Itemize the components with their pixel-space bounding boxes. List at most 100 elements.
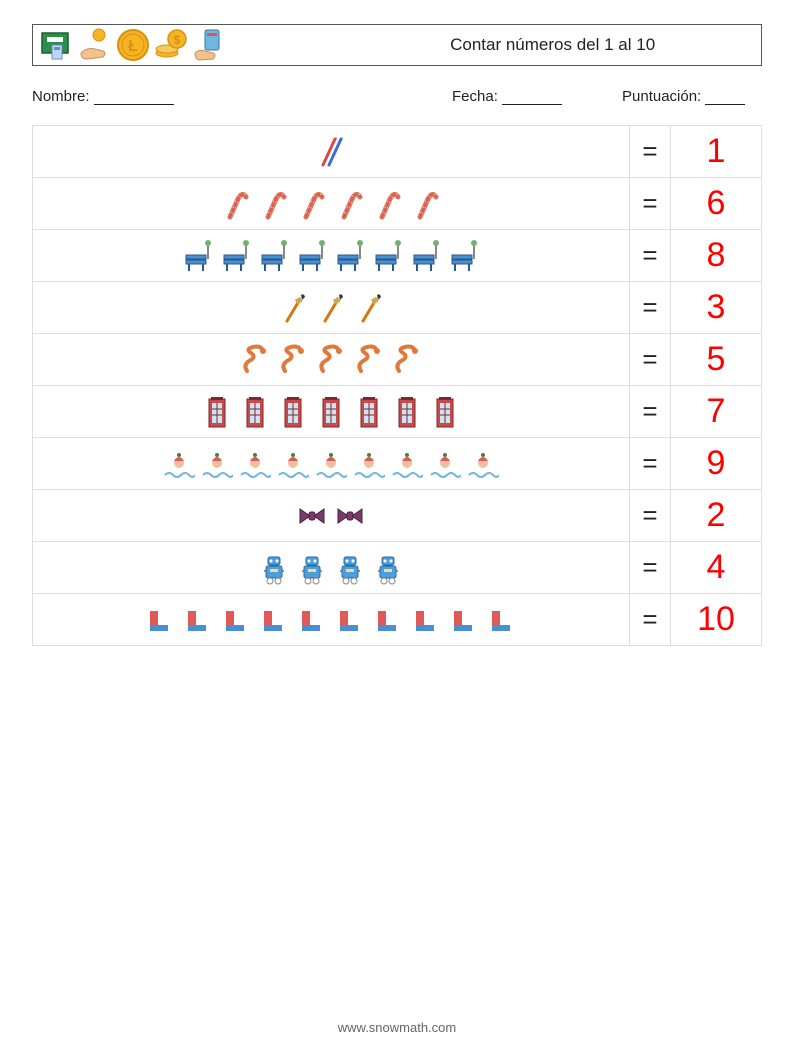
candycane-icon <box>372 187 404 221</box>
phonebooth-icon <box>239 395 271 429</box>
robot-icon <box>372 551 404 585</box>
equals-cell: = <box>629 386 671 437</box>
objects-cell <box>33 239 629 273</box>
answer-cell: 3 <box>671 288 761 327</box>
bench-icon <box>182 239 214 273</box>
equals-cell: = <box>629 282 671 333</box>
info-row: Nombre: Fecha: Puntuación: <box>32 88 762 105</box>
candycane-icon <box>258 187 290 221</box>
equals-cell: = <box>629 126 671 177</box>
answer-cell: 6 <box>671 184 761 223</box>
footer-url: www.snowmath.com <box>0 1020 794 1035</box>
answer-cell: 4 <box>671 548 761 587</box>
equals-cell: = <box>629 594 671 645</box>
objects-cell <box>33 187 629 221</box>
snake-icon <box>353 343 385 377</box>
svg-text:$: $ <box>174 33 181 47</box>
answer-cell: 2 <box>671 496 761 535</box>
answer-cell: 10 <box>671 600 761 639</box>
table-row: =7 <box>33 386 761 438</box>
blocks-icon <box>448 603 480 637</box>
header-icons: Ł $ <box>39 27 350 63</box>
svg-text:Ł: Ł <box>128 38 138 55</box>
header: Ł $ Contar números del 1 al 10 <box>32 24 762 66</box>
snake-icon <box>277 343 309 377</box>
worksheet-title: Contar números del 1 al 10 <box>350 35 755 55</box>
brush-icon <box>315 291 347 325</box>
equals-cell: = <box>629 178 671 229</box>
objects-cell <box>33 343 629 377</box>
swimmer-icon <box>201 447 233 481</box>
phonebooth-icon <box>391 395 423 429</box>
objects-cell <box>33 551 629 585</box>
date-field: Fecha: <box>452 88 622 105</box>
score-label: Puntuación: <box>622 88 701 105</box>
snake-icon <box>391 343 423 377</box>
table-row: =3 <box>33 282 761 334</box>
blocks-icon <box>258 603 290 637</box>
blocks-icon <box>296 603 328 637</box>
swimmer-icon <box>315 447 347 481</box>
pencils-icon <box>315 135 347 169</box>
bowtie-icon <box>296 499 328 533</box>
objects-cell <box>33 395 629 429</box>
objects-cell <box>33 135 629 169</box>
table-row: =1 <box>33 126 761 178</box>
name-label: Nombre: <box>32 88 90 105</box>
table-row: =10 <box>33 594 761 646</box>
hand-card-icon <box>191 27 227 63</box>
equals-cell: = <box>629 490 671 541</box>
answer-cell: 9 <box>671 444 761 483</box>
name-field: Nombre: <box>32 88 452 105</box>
swimmer-icon <box>277 447 309 481</box>
candycane-icon <box>296 187 328 221</box>
snake-icon <box>315 343 347 377</box>
blocks-icon <box>220 603 252 637</box>
equals-cell: = <box>629 542 671 593</box>
candycane-icon <box>220 187 252 221</box>
bench-icon <box>448 239 480 273</box>
bench-icon <box>220 239 252 273</box>
blocks-icon <box>334 603 366 637</box>
phonebooth-icon <box>277 395 309 429</box>
swimmer-icon <box>429 447 461 481</box>
table-row: =2 <box>33 490 761 542</box>
table-row: =4 <box>33 542 761 594</box>
answer-cell: 5 <box>671 340 761 379</box>
phonebooth-icon <box>353 395 385 429</box>
score-field: Puntuación: <box>622 88 762 105</box>
phonebooth-icon <box>315 395 347 429</box>
atm-icon <box>39 27 75 63</box>
phonebooth-icon <box>201 395 233 429</box>
swimmer-icon <box>239 447 271 481</box>
brush-icon <box>277 291 309 325</box>
objects-cell <box>33 291 629 325</box>
blocks-icon <box>372 603 404 637</box>
litecoin-icon: Ł <box>115 27 151 63</box>
hand-coin-icon <box>77 27 113 63</box>
brush-icon <box>353 291 385 325</box>
objects-cell <box>33 603 629 637</box>
coins-icon: $ <box>153 27 189 63</box>
robot-icon <box>296 551 328 585</box>
objects-cell <box>33 499 629 533</box>
answer-cell: 1 <box>671 132 761 171</box>
phonebooth-icon <box>429 395 461 429</box>
swimmer-icon <box>391 447 423 481</box>
equals-cell: = <box>629 230 671 281</box>
answer-cell: 8 <box>671 236 761 275</box>
date-label: Fecha: <box>452 88 498 105</box>
equals-cell: = <box>629 334 671 385</box>
table-row: =9 <box>33 438 761 490</box>
bench-icon <box>334 239 366 273</box>
swimmer-icon <box>467 447 499 481</box>
equals-cell: = <box>629 438 671 489</box>
bench-icon <box>296 239 328 273</box>
bowtie-icon <box>334 499 366 533</box>
bench-icon <box>258 239 290 273</box>
bench-icon <box>410 239 442 273</box>
table-row: =5 <box>33 334 761 386</box>
candycane-icon <box>334 187 366 221</box>
objects-cell <box>33 447 629 481</box>
blocks-icon <box>410 603 442 637</box>
